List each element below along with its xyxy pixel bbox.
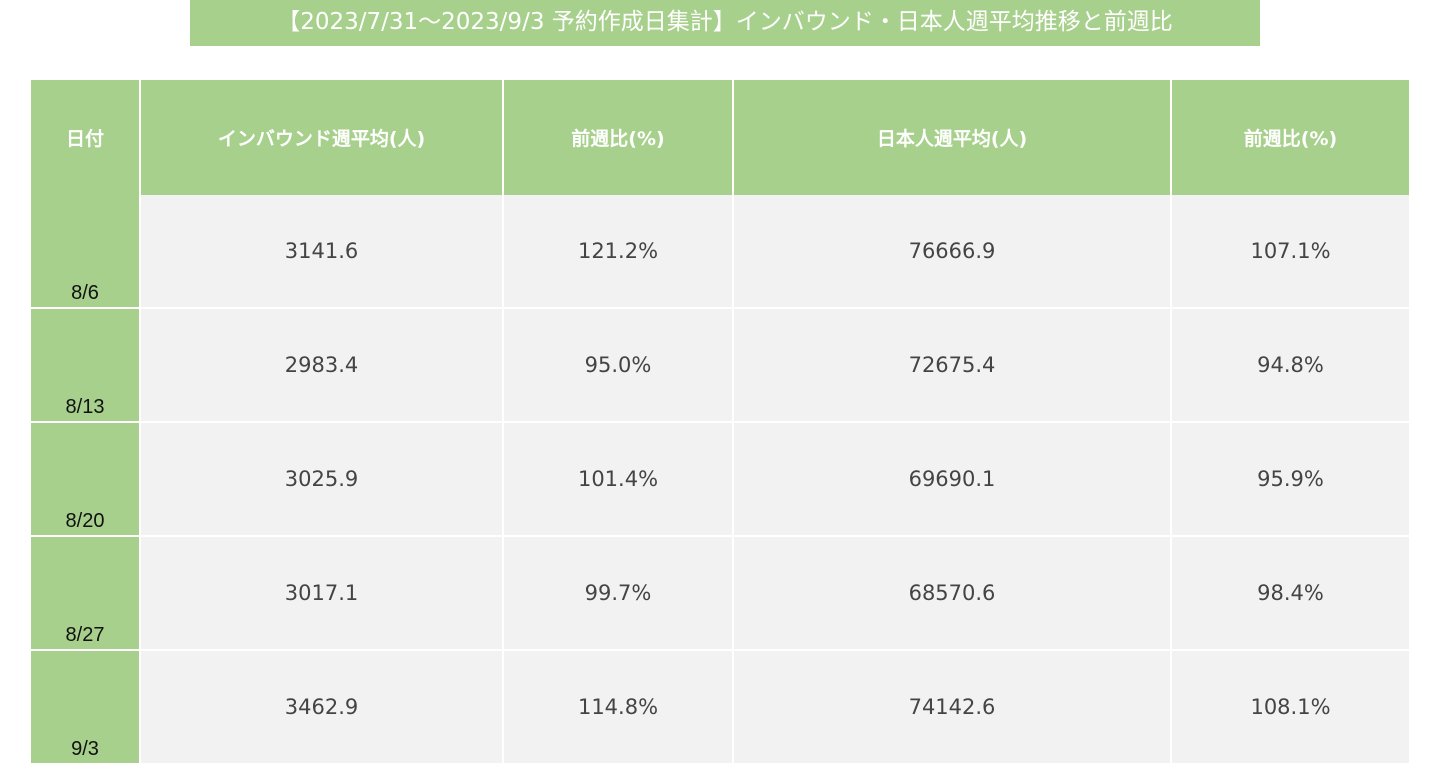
date-cell: 9/3 — [31, 651, 141, 765]
header-inbound-wow: 前週比(%) — [504, 80, 734, 195]
inbound-avg-cell: 3025.9 — [141, 423, 504, 537]
japanese-avg-cell: 76666.9 — [734, 195, 1172, 309]
inbound-avg-cell: 3017.1 — [141, 537, 504, 651]
inbound-avg-cell: 3141.6 — [141, 195, 504, 309]
inbound-wow-cell: 121.2% — [504, 195, 734, 309]
japanese-avg-cell: 69690.1 — [734, 423, 1172, 537]
japanese-wow-cell: 95.9% — [1172, 423, 1409, 537]
table-row: 8/6 3141.6 121.2% 76666.9 107.1% — [31, 195, 1409, 309]
date-cell: 8/6 — [31, 195, 141, 309]
inbound-wow-cell: 101.4% — [504, 423, 734, 537]
table-row: 8/20 3025.9 101.4% 69690.1 95.9% — [31, 423, 1409, 537]
inbound-wow-cell: 95.0% — [504, 309, 734, 423]
japanese-avg-cell: 68570.6 — [734, 537, 1172, 651]
japanese-wow-cell: 94.8% — [1172, 309, 1409, 423]
japanese-avg-cell: 74142.6 — [734, 651, 1172, 765]
japanese-avg-cell: 72675.4 — [734, 309, 1172, 423]
inbound-avg-cell: 2983.4 — [141, 309, 504, 423]
inbound-avg-cell: 3462.9 — [141, 651, 504, 765]
date-cell: 8/13 — [31, 309, 141, 423]
header-row: 日付 インバウンド週平均(人) 前週比(%) 日本人週平均(人) 前週比(%) — [31, 80, 1409, 195]
header-date: 日付 — [31, 80, 141, 195]
inbound-wow-cell: 114.8% — [504, 651, 734, 765]
table-row: 9/3 3462.9 114.8% 74142.6 108.1% — [31, 651, 1409, 765]
header-japanese-wow: 前週比(%) — [1172, 80, 1409, 195]
date-cell: 8/20 — [31, 423, 141, 537]
weekly-average-table: 日付 インバウンド週平均(人) 前週比(%) 日本人週平均(人) 前週比(%) … — [31, 80, 1409, 765]
japanese-wow-cell: 108.1% — [1172, 651, 1409, 765]
header-inbound-avg: インバウンド週平均(人) — [141, 80, 504, 195]
japanese-wow-cell: 107.1% — [1172, 195, 1409, 309]
inbound-wow-cell: 99.7% — [504, 537, 734, 651]
table-row: 8/27 3017.1 99.7% 68570.6 98.4% — [31, 537, 1409, 651]
table-row: 8/13 2983.4 95.0% 72675.4 94.8% — [31, 309, 1409, 423]
japanese-wow-cell: 98.4% — [1172, 537, 1409, 651]
header-japanese-avg: 日本人週平均(人) — [734, 80, 1172, 195]
date-cell: 8/27 — [31, 537, 141, 651]
table-title: 【2023/7/31〜2023/9/3 予約作成日集計】インバウンド・日本人週平… — [190, 0, 1260, 46]
